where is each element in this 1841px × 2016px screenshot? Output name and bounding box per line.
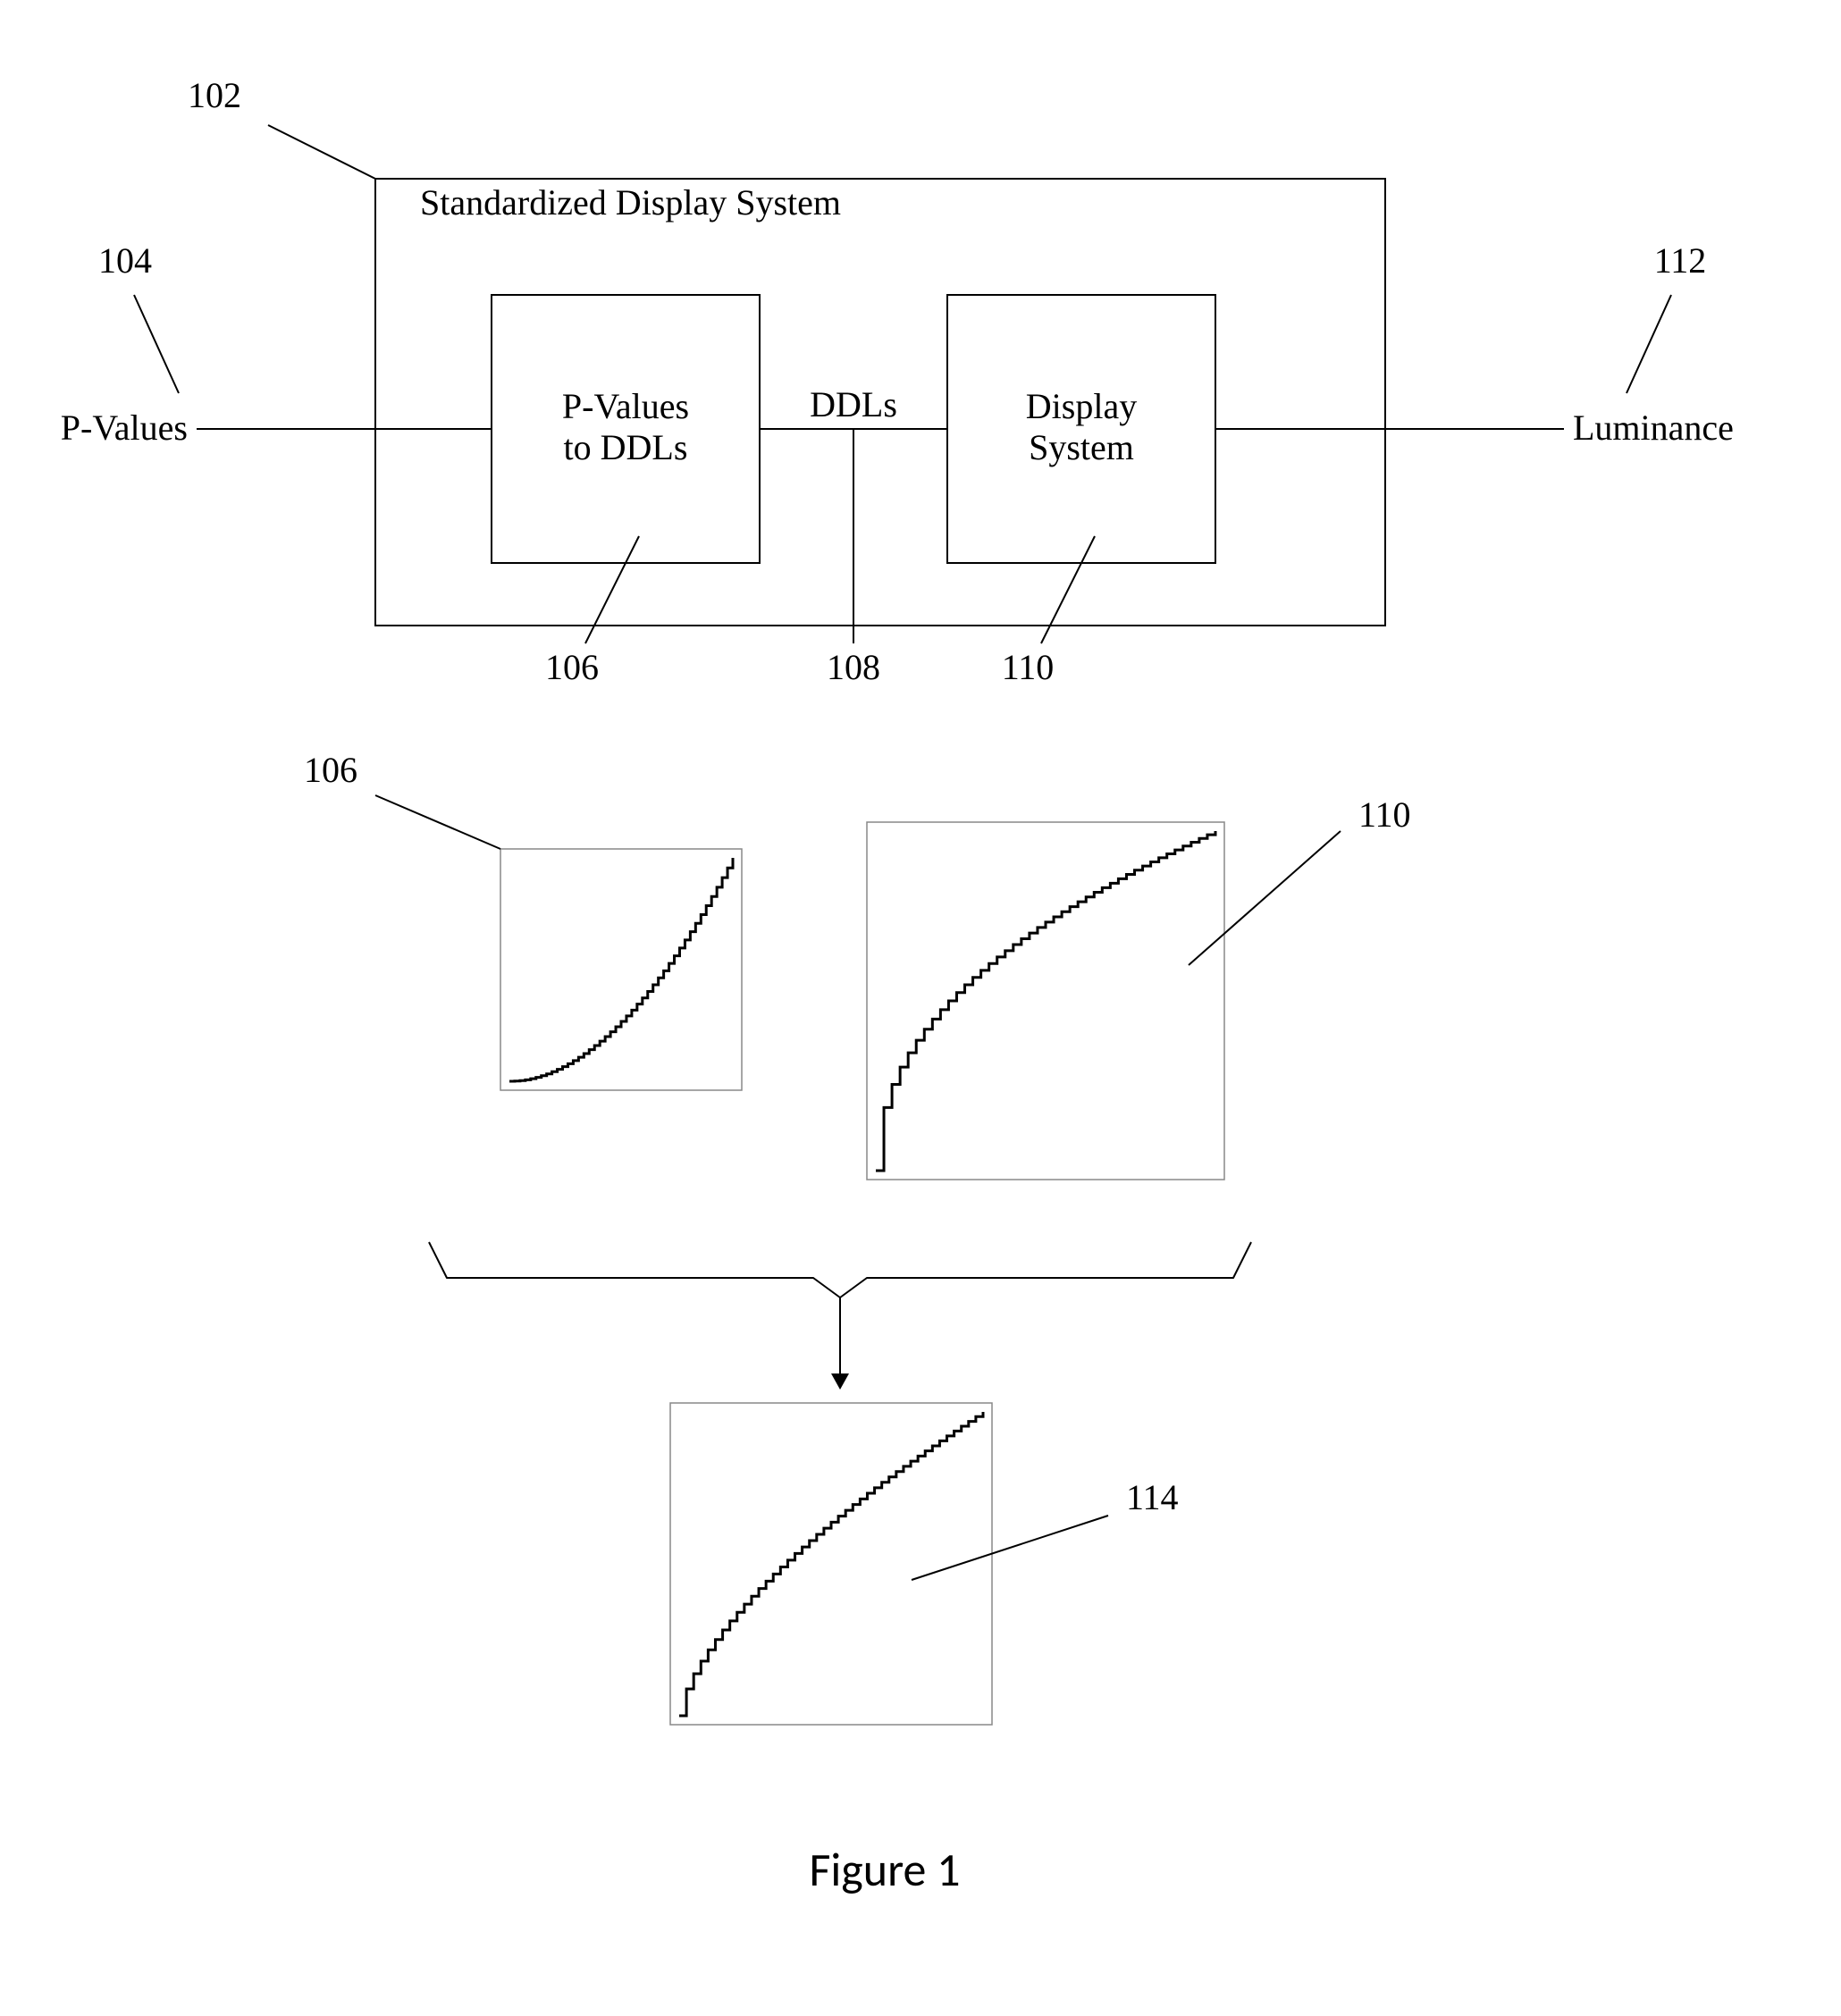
ref-112: 112 [1654,240,1707,281]
curve-b-ref: 110 [1358,794,1411,835]
ref-110: 110 [1002,647,1055,687]
display-system-label-1: Display [1026,386,1137,426]
io-left-label: P-Values [61,407,188,448]
ref-102: 102 [188,75,241,115]
pvalues-to-ddls-label-2: to DDLs [564,427,688,467]
system-title: Standardized Display System [420,182,841,223]
io-right-label: Luminance [1573,407,1734,448]
curve-c-ref: 114 [1126,1477,1179,1517]
curve-a-ref: 106 [304,750,357,790]
display-system-label-2: System [1029,427,1134,467]
ref-106: 106 [545,647,599,687]
io-mid-label: DDLs [810,384,897,424]
ref-104: 104 [98,240,152,281]
ref-108: 108 [827,647,880,687]
figure-caption: Figure 1 [809,1841,960,1898]
pvalues-to-ddls-label-1: P-Values [562,386,689,426]
